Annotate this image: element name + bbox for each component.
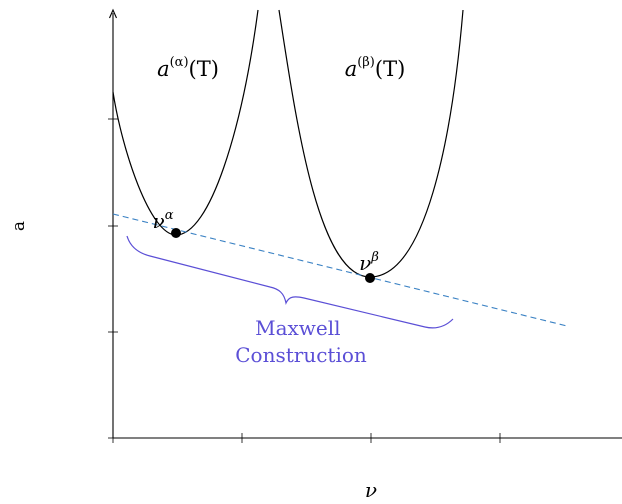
maxwell-brace (126, 235, 454, 329)
point-label-nu-alpha: να (153, 208, 174, 233)
brace-label-line: Maxwell (255, 316, 340, 340)
point-label-base: ν (359, 251, 371, 275)
point-label-sup: α (165, 208, 174, 223)
curve-label-base: a (345, 57, 358, 81)
common-tangent-line (112, 213, 568, 327)
brace-label-line: Construction (235, 343, 367, 367)
point-label-nu-beta: νβ (359, 250, 379, 275)
curve-alpha (112, 9, 259, 236)
curve-label-beta: a(β)(T) (345, 55, 406, 81)
y-axis-label: a (9, 221, 29, 231)
curve-label-sup: (β) (357, 55, 375, 70)
point-label-sup: β (370, 250, 379, 265)
curve-label-arg: (T) (375, 57, 405, 81)
point-nu-alpha (171, 228, 181, 238)
x-axis-label: ν (365, 478, 377, 502)
curve-beta (278, 9, 464, 278)
curve-label-arg: (T) (189, 57, 219, 81)
y-axis-arrowhead (108, 8, 118, 19)
curve-label-sup: (α) (170, 55, 189, 70)
point-nu-beta (365, 273, 375, 283)
point-label-base: ν (153, 209, 165, 233)
curve-label-base: a (157, 57, 170, 81)
axes (108, 8, 622, 443)
curve-label-alpha: a(α)(T) (157, 55, 219, 81)
maxwell-construction-label: Maxwell Construction (235, 316, 367, 367)
